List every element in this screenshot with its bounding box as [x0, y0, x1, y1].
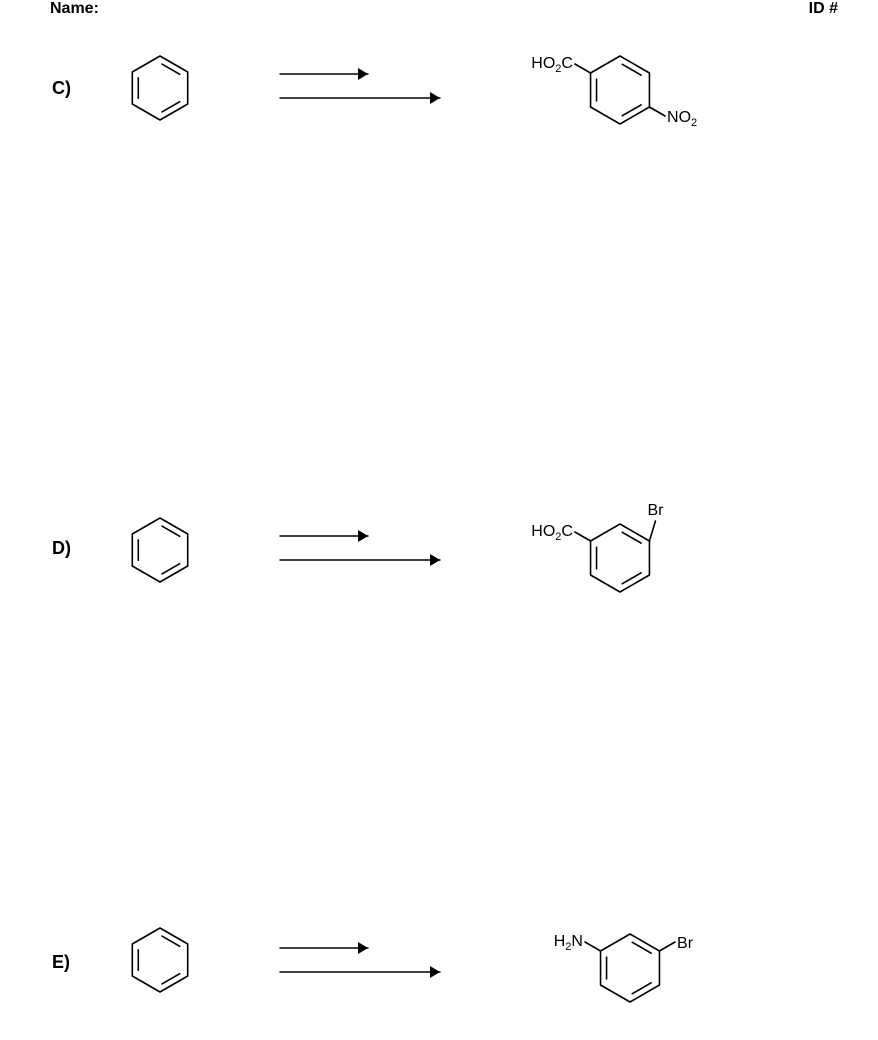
benzene-reactant-c [132, 56, 187, 120]
benzene-reactant-d [132, 518, 187, 582]
reaction-arrows-c [280, 68, 440, 104]
page: Name: ID # C) HO2CNO2 D) HO2CBr E) H2NBr [0, 0, 878, 1026]
reaction-row-d: HO2C Br [0, 460, 878, 680]
benzene-reactant-e [132, 928, 187, 992]
svg-text:Br: Br [677, 935, 694, 952]
svg-text:HO2C: HO2C [531, 55, 573, 75]
svg-text:HO2C: HO2C [531, 523, 573, 543]
reaction-row-e: H2N Br [0, 880, 878, 1040]
product-d: HO2C Br [531, 502, 664, 592]
product-c: HO2C NO2 [531, 55, 697, 129]
reaction-row-c: HO2C NO2 [0, 0, 878, 200]
svg-text:NO2: NO2 [667, 109, 697, 129]
svg-text:Br: Br [647, 502, 664, 519]
svg-text:H2N: H2N [554, 933, 583, 953]
reaction-arrows-e [280, 942, 440, 978]
reaction-arrows-d [280, 530, 440, 566]
product-e: H2N Br [554, 933, 694, 1002]
